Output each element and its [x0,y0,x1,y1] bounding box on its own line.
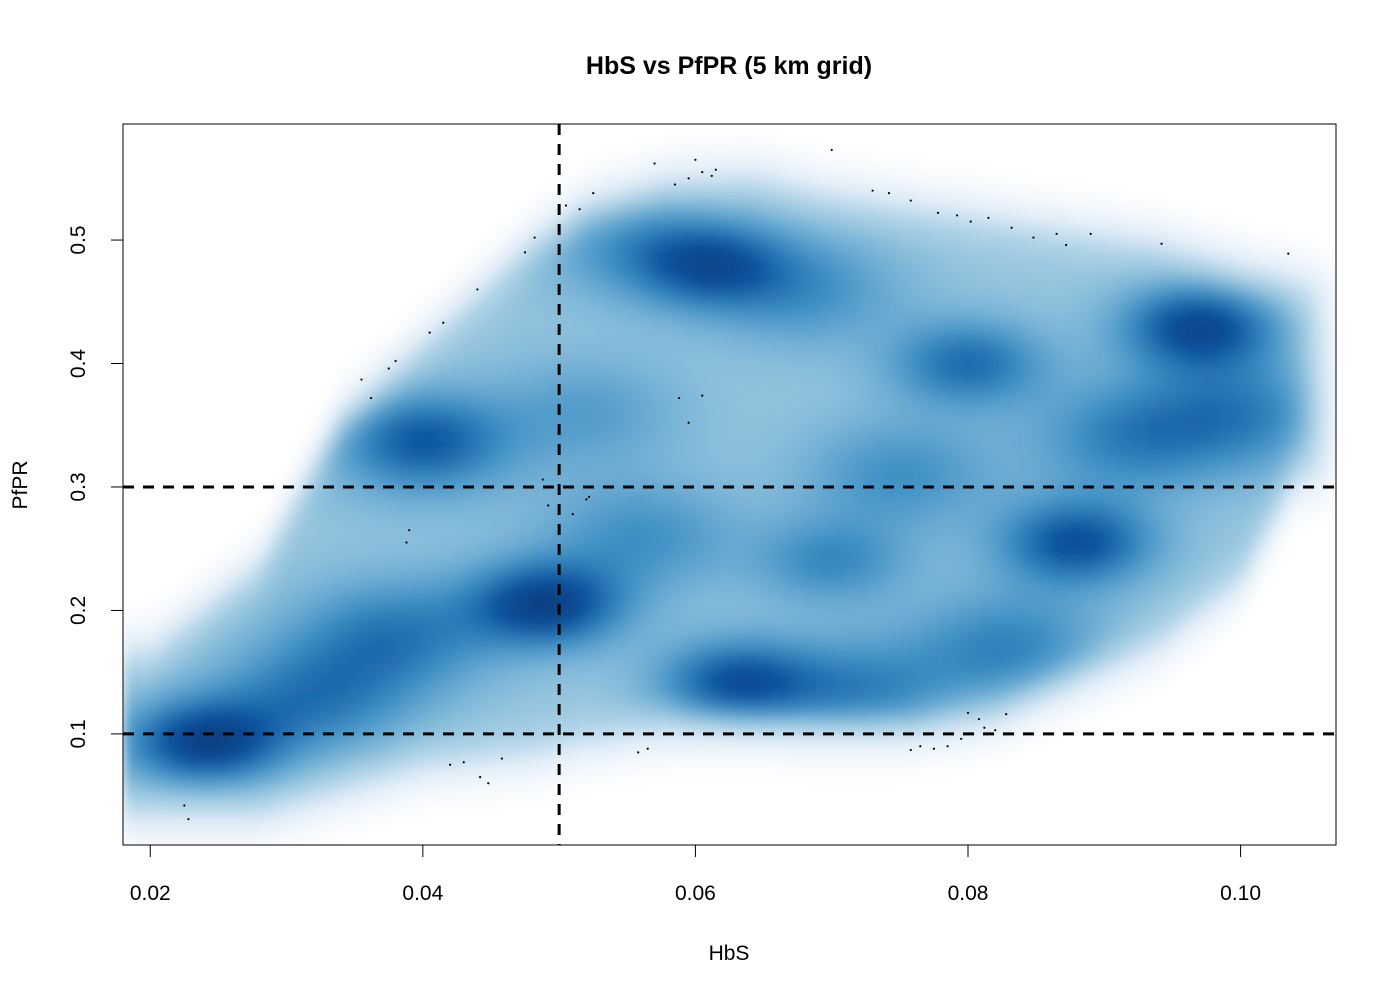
data-point [1287,252,1290,255]
reference-lines [123,124,1336,845]
y-tick-label: 0.3 [67,472,90,501]
data-point [487,782,490,785]
data-point [701,394,704,397]
data-point [369,396,373,400]
data-point [956,214,959,217]
data-point [994,729,997,732]
density-heatmap [123,133,1336,845]
data-point [960,737,963,740]
data-point [476,288,479,291]
data-point [394,359,397,363]
data-point [871,189,874,192]
data-point [500,757,503,760]
data-point [646,747,649,750]
data-point [405,541,408,544]
data-point [1065,243,1068,247]
data-point [830,148,833,152]
data-point [533,236,536,239]
data-point [541,478,544,481]
data-point [360,378,363,381]
data-point [588,495,591,498]
y-axis: 0.1 0.2 0.3 0.4 0.5 [67,225,124,748]
data-point [387,367,390,370]
data-point [710,174,713,177]
data-point [932,747,936,750]
data-point [966,711,970,714]
x-tick-label: 0.08 [948,882,989,905]
data-point [983,726,986,729]
x-tick-label: 0.10 [1220,882,1261,905]
x-axis: 0.02 0.04 0.06 0.08 0.10 [130,844,1261,905]
x-tick-label: 0.06 [675,882,716,905]
data-point [547,504,550,507]
data-point [585,498,588,501]
y-axis-title: PfPR [9,460,32,509]
data-point [1055,232,1058,235]
data-point [653,162,656,165]
y-tick-label: 0.5 [67,225,90,254]
data-point [987,216,990,219]
data-point [187,817,190,821]
data-point [714,168,717,171]
data-point [969,220,972,223]
chart-title: HbS vs PfPR (5 km grid) [586,52,872,80]
data-point [677,396,681,400]
data-point [523,251,527,254]
data-point [478,775,482,779]
y-tick-label: 0.1 [67,719,90,748]
data-point [909,748,912,752]
data-point [687,177,690,180]
data-point [578,208,581,211]
data-point [592,192,595,195]
data-point [1010,226,1013,229]
y-tick-label: 0.4 [67,349,90,379]
data-point [637,751,640,754]
data-point [694,158,697,161]
data-point [1160,242,1163,245]
data-point [946,745,949,748]
data-point [909,199,912,202]
data-point [1032,236,1035,239]
data-point [919,745,922,748]
x-tick-label: 0.02 [130,882,171,905]
data-point [887,192,891,195]
outlier-points [183,148,1290,821]
data-point [1089,232,1092,235]
data-point [428,331,431,334]
y-tick-label: 0.2 [67,596,90,625]
data-point [408,529,411,532]
data-point [449,763,452,766]
data-point [977,717,981,721]
data-point [687,421,690,424]
data-point [442,321,445,324]
plot-area [123,124,1336,845]
data-point [571,513,574,516]
data-point [1005,713,1008,716]
x-tick-label: 0.04 [402,882,443,905]
x-axis-title: HbS [709,942,750,965]
data-point [462,761,465,764]
data-point [183,804,186,807]
data-point [673,183,677,186]
data-point [936,211,940,214]
data-point [701,171,704,174]
data-point [564,204,568,207]
